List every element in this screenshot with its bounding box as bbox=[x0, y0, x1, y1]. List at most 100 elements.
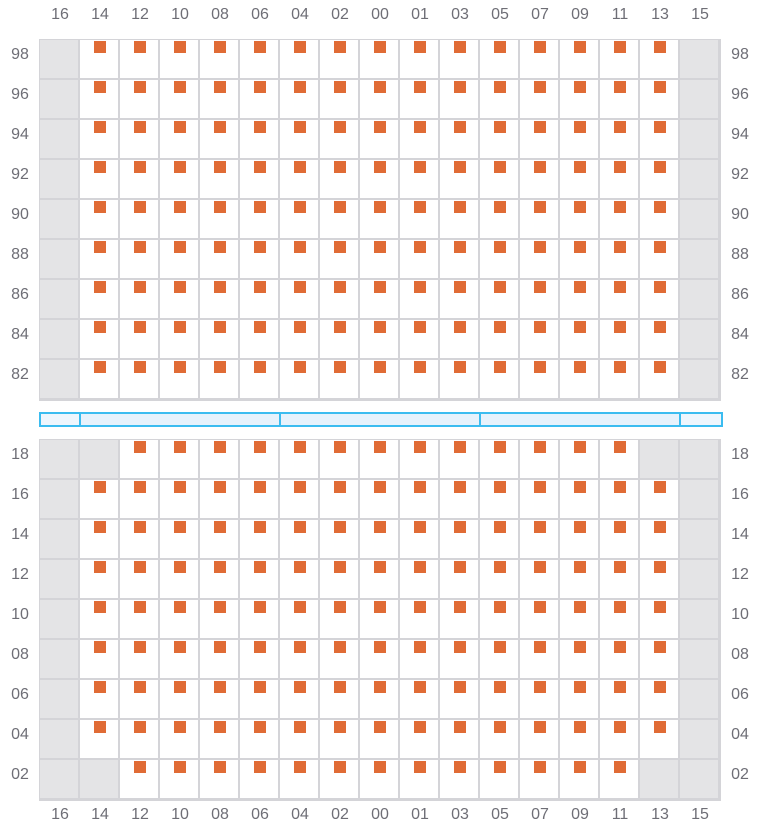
seat-marker[interactable] bbox=[534, 321, 546, 333]
seat-marker[interactable] bbox=[614, 681, 626, 693]
seat-marker[interactable] bbox=[374, 521, 386, 533]
seat-cell[interactable] bbox=[440, 480, 478, 518]
seat-cell[interactable] bbox=[160, 280, 198, 318]
seat-cell[interactable] bbox=[360, 520, 398, 558]
seat-cell[interactable] bbox=[600, 720, 638, 758]
seat-cell[interactable] bbox=[400, 360, 438, 398]
seat-cell[interactable] bbox=[120, 520, 158, 558]
seat-marker[interactable] bbox=[254, 641, 266, 653]
seat-marker[interactable] bbox=[134, 481, 146, 493]
seat-cell[interactable] bbox=[360, 760, 398, 798]
seat-cell[interactable] bbox=[600, 120, 638, 158]
seat-marker[interactable] bbox=[494, 321, 506, 333]
seat-marker[interactable] bbox=[174, 41, 186, 53]
seat-cell[interactable] bbox=[280, 200, 318, 238]
seat-cell[interactable] bbox=[80, 560, 118, 598]
seat-cell[interactable] bbox=[480, 520, 518, 558]
seat-marker[interactable] bbox=[254, 721, 266, 733]
seat-marker[interactable] bbox=[654, 361, 666, 373]
seat-marker[interactable] bbox=[174, 201, 186, 213]
seat-cell[interactable] bbox=[360, 600, 398, 638]
seat-marker[interactable] bbox=[254, 41, 266, 53]
seat-marker[interactable] bbox=[494, 121, 506, 133]
seat-cell[interactable] bbox=[80, 480, 118, 518]
seat-marker[interactable] bbox=[374, 681, 386, 693]
seat-marker[interactable] bbox=[94, 41, 106, 53]
seat-cell[interactable] bbox=[600, 320, 638, 358]
seat-cell[interactable] bbox=[240, 640, 278, 678]
seat-cell[interactable] bbox=[600, 280, 638, 318]
seat-marker[interactable] bbox=[334, 521, 346, 533]
seat-marker[interactable] bbox=[454, 521, 466, 533]
seat-marker[interactable] bbox=[334, 441, 346, 453]
seat-marker[interactable] bbox=[174, 121, 186, 133]
seat-marker[interactable] bbox=[454, 281, 466, 293]
seat-cell[interactable] bbox=[440, 80, 478, 118]
seat-cell[interactable] bbox=[440, 600, 478, 638]
seat-marker[interactable] bbox=[134, 281, 146, 293]
seat-cell[interactable] bbox=[640, 560, 678, 598]
seat-cell[interactable] bbox=[80, 200, 118, 238]
seat-marker[interactable] bbox=[134, 161, 146, 173]
seat-cell[interactable] bbox=[560, 160, 598, 198]
seat-cell[interactable] bbox=[600, 480, 638, 518]
seat-cell[interactable] bbox=[360, 360, 398, 398]
seat-marker[interactable] bbox=[654, 241, 666, 253]
seat-cell[interactable] bbox=[640, 160, 678, 198]
seat-cell[interactable] bbox=[360, 40, 398, 78]
seat-marker[interactable] bbox=[334, 161, 346, 173]
seat-cell[interactable] bbox=[520, 440, 558, 478]
seat-cell[interactable] bbox=[200, 120, 238, 158]
seat-cell[interactable] bbox=[160, 240, 198, 278]
seat-marker[interactable] bbox=[414, 41, 426, 53]
seat-cell[interactable] bbox=[160, 160, 198, 198]
seat-cell[interactable] bbox=[200, 280, 238, 318]
seat-cell[interactable] bbox=[240, 280, 278, 318]
seat-cell[interactable] bbox=[560, 280, 598, 318]
seat-marker[interactable] bbox=[94, 161, 106, 173]
seat-cell[interactable] bbox=[320, 760, 358, 798]
seat-marker[interactable] bbox=[134, 561, 146, 573]
seat-marker[interactable] bbox=[334, 561, 346, 573]
seat-cell[interactable] bbox=[400, 240, 438, 278]
seat-marker[interactable] bbox=[214, 721, 226, 733]
seat-cell[interactable] bbox=[320, 120, 358, 158]
seat-marker[interactable] bbox=[134, 81, 146, 93]
seat-cell[interactable] bbox=[200, 40, 238, 78]
seat-marker[interactable] bbox=[134, 601, 146, 613]
seat-marker[interactable] bbox=[294, 561, 306, 573]
seat-cell[interactable] bbox=[480, 320, 518, 358]
seat-cell[interactable] bbox=[520, 560, 558, 598]
seat-marker[interactable] bbox=[534, 281, 546, 293]
seat-cell[interactable] bbox=[120, 680, 158, 718]
seat-cell[interactable] bbox=[320, 160, 358, 198]
seat-cell[interactable] bbox=[400, 440, 438, 478]
seat-cell[interactable] bbox=[520, 720, 558, 758]
seat-marker[interactable] bbox=[174, 641, 186, 653]
seat-marker[interactable] bbox=[214, 521, 226, 533]
seat-cell[interactable] bbox=[280, 680, 318, 718]
seat-cell[interactable] bbox=[240, 760, 278, 798]
seat-cell[interactable] bbox=[320, 600, 358, 638]
seat-cell[interactable] bbox=[600, 760, 638, 798]
seat-marker[interactable] bbox=[174, 721, 186, 733]
seat-marker[interactable] bbox=[574, 81, 586, 93]
seat-marker[interactable] bbox=[574, 41, 586, 53]
seat-marker[interactable] bbox=[294, 481, 306, 493]
seat-marker[interactable] bbox=[534, 761, 546, 773]
seat-cell[interactable] bbox=[600, 560, 638, 598]
seat-marker[interactable] bbox=[534, 121, 546, 133]
seat-cell[interactable] bbox=[120, 360, 158, 398]
seat-marker[interactable] bbox=[414, 361, 426, 373]
seat-cell[interactable] bbox=[200, 640, 238, 678]
seat-cell[interactable] bbox=[400, 280, 438, 318]
seat-cell[interactable] bbox=[360, 200, 398, 238]
seat-marker[interactable] bbox=[254, 561, 266, 573]
seat-marker[interactable] bbox=[294, 681, 306, 693]
seat-marker[interactable] bbox=[294, 41, 306, 53]
seat-marker[interactable] bbox=[534, 201, 546, 213]
seat-cell[interactable] bbox=[440, 720, 478, 758]
seat-marker[interactable] bbox=[454, 321, 466, 333]
seat-marker[interactable] bbox=[174, 601, 186, 613]
seat-cell[interactable] bbox=[240, 200, 278, 238]
